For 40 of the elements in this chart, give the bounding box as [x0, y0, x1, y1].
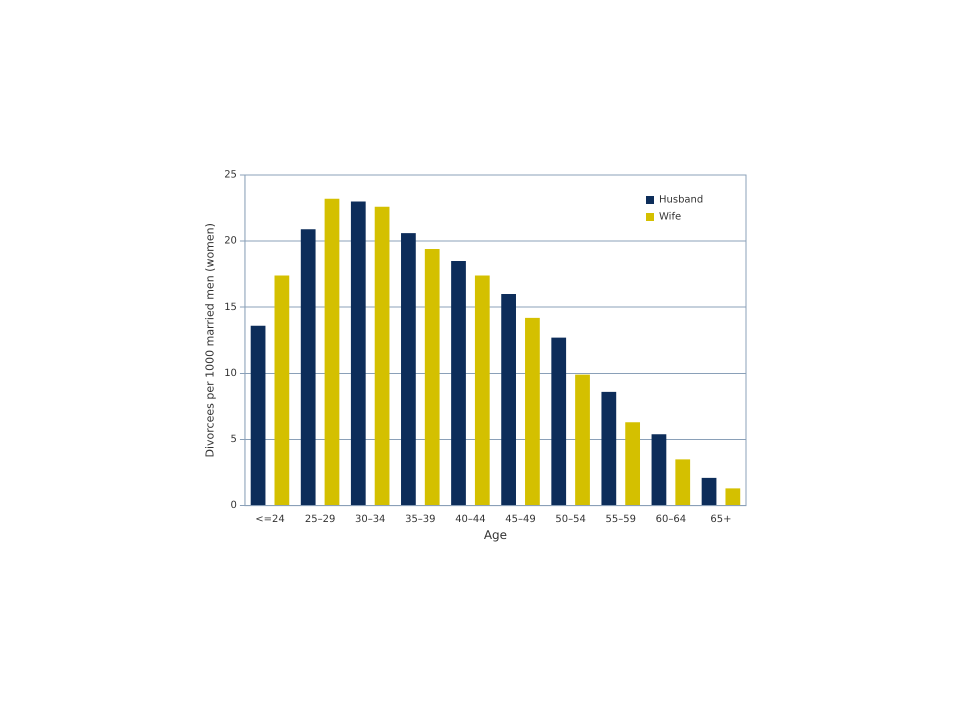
legend-label: Wife: [659, 212, 682, 223]
y-tick-label: 5: [230, 434, 237, 446]
bar: [725, 488, 740, 506]
bar: [451, 260, 466, 506]
x-tick-label: <=24: [255, 514, 285, 526]
x-tick-label: 65+: [710, 514, 732, 526]
x-tick-label: 35–39: [405, 514, 436, 526]
bar: [501, 294, 516, 506]
bar: [675, 459, 690, 506]
bar: [401, 233, 416, 506]
x-tick-label: 45–49: [505, 514, 536, 526]
bar: [424, 249, 440, 506]
bar: [652, 434, 666, 506]
bar: [350, 201, 366, 506]
bar: [525, 318, 540, 506]
x-tick-label: 40–44: [455, 514, 486, 526]
bar: [274, 276, 290, 506]
x-tick-label: 25–29: [304, 514, 336, 526]
y-tick-label: 25: [224, 170, 237, 181]
bar: [474, 276, 490, 506]
bar: [575, 374, 590, 506]
bar: [601, 392, 616, 506]
x-tick-label: 60–64: [656, 514, 686, 526]
x-tick-label: 30–34: [354, 514, 386, 526]
legend-label: Husband: [659, 194, 704, 206]
x-axis-title: Age: [484, 528, 508, 542]
bar: [702, 478, 716, 506]
bar: [625, 422, 640, 506]
y-tick-label: 15: [224, 302, 237, 313]
y-tick-label: 0: [230, 500, 237, 512]
x-tick-label: 50–54: [555, 514, 586, 526]
bar: [300, 229, 316, 506]
bar: [374, 206, 390, 506]
x-tick-label: 55–59: [606, 514, 636, 526]
y-tick-label: 20: [224, 236, 237, 247]
bar: [250, 326, 266, 506]
bar: [551, 338, 566, 506]
y-tick-label: 10: [224, 368, 237, 379]
bar: [324, 198, 340, 506]
y-axis-title: Divorcees per 1000 married men (women): [203, 223, 216, 458]
